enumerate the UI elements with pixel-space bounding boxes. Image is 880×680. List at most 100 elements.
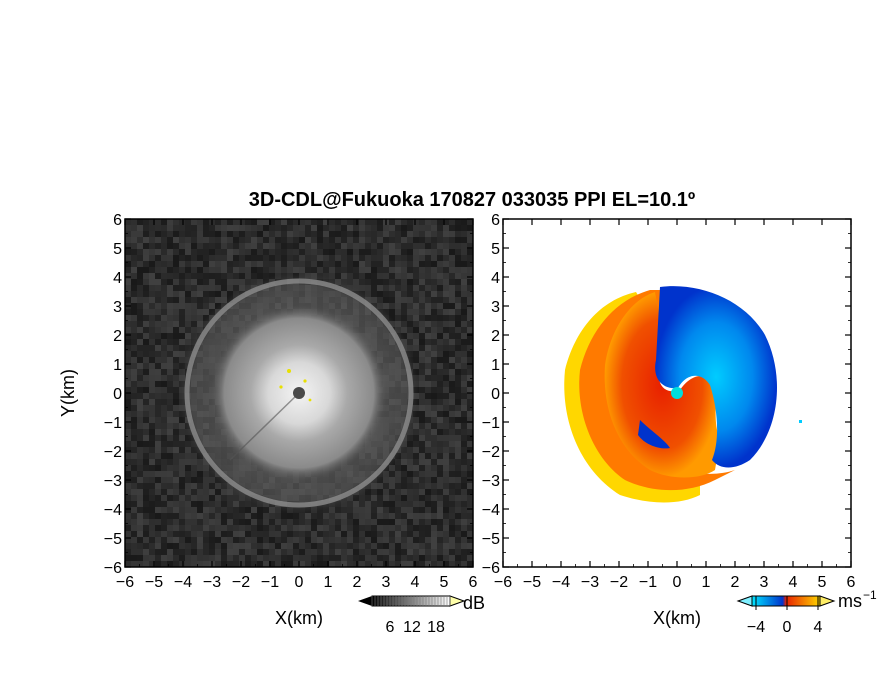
noise-cell: [149, 345, 155, 351]
noise-cell: [443, 441, 449, 447]
noise-cell: [149, 519, 155, 525]
noise-cell: [155, 513, 161, 519]
noise-cell: [251, 249, 257, 255]
noise-cell: [437, 327, 443, 333]
noise-cell: [413, 345, 419, 351]
noise-cell: [143, 219, 149, 225]
noise-cell: [185, 231, 191, 237]
noise-cell: [305, 555, 311, 561]
noise-cell: [461, 291, 467, 297]
noise-cell: [341, 531, 347, 537]
noise-cell: [341, 537, 347, 543]
noise-cell: [437, 261, 443, 267]
noise-cell: [131, 339, 137, 345]
noise-cell: [323, 549, 329, 555]
noise-cell: [167, 369, 173, 375]
noise-cell: [353, 243, 359, 249]
noise-cell: [233, 219, 239, 225]
noise-cell: [413, 429, 419, 435]
noise-cell: [455, 249, 461, 255]
noise-cell: [299, 219, 305, 225]
noise-cell: [227, 279, 233, 285]
noise-cell: [125, 279, 131, 285]
noise-cell: [233, 267, 239, 273]
noise-cell: [131, 405, 137, 411]
noise-cell: [251, 273, 257, 279]
noise-cell: [137, 357, 143, 363]
noise-cell: [461, 309, 467, 315]
noise-cell: [149, 273, 155, 279]
noise-cell: [179, 447, 185, 453]
noise-cell: [431, 243, 437, 249]
noise-cell: [203, 243, 209, 249]
noise-cell: [413, 267, 419, 273]
noise-cell: [203, 543, 209, 549]
noise-cell: [179, 219, 185, 225]
noise-cell: [461, 381, 467, 387]
noise-cell: [257, 513, 263, 519]
noise-cell: [197, 285, 203, 291]
noise-cell: [335, 537, 341, 543]
noise-cell: [407, 255, 413, 261]
noise-cell: [413, 315, 419, 321]
noise-cell: [419, 531, 425, 537]
noise-cell: [173, 273, 179, 279]
noise-cell: [221, 249, 227, 255]
noise-cell: [335, 267, 341, 273]
noise-cell: [155, 243, 161, 249]
noise-cell: [419, 459, 425, 465]
noise-cell: [251, 555, 257, 561]
noise-cell: [221, 549, 227, 555]
noise-cell: [425, 261, 431, 267]
noise-cell: [149, 381, 155, 387]
noise-cell: [293, 261, 299, 267]
noise-cell: [167, 453, 173, 459]
noise-cell: [467, 495, 473, 501]
noise-cell: [155, 537, 161, 543]
noise-cell: [371, 519, 377, 525]
noise-cell: [449, 501, 455, 507]
noise-cell: [323, 537, 329, 543]
noise-cell: [383, 225, 389, 231]
noise-cell: [425, 555, 431, 561]
noise-cell: [395, 303, 401, 309]
noise-cell: [269, 549, 275, 555]
noise-cell: [449, 411, 455, 417]
noise-cell: [443, 411, 449, 417]
noise-cell: [257, 543, 263, 549]
noise-cell: [281, 555, 287, 561]
noise-cell: [215, 561, 221, 567]
noise-cell: [407, 279, 413, 285]
noise-cell: [137, 435, 143, 441]
noise-cell: [455, 351, 461, 357]
noise-cell: [359, 255, 365, 261]
noise-cell: [455, 483, 461, 489]
noise-cell: [155, 471, 161, 477]
noise-cell: [461, 327, 467, 333]
noise-cell: [395, 321, 401, 327]
noise-cell: [227, 219, 233, 225]
noise-cell: [299, 519, 305, 525]
noise-cell: [239, 279, 245, 285]
noise-cell: [329, 273, 335, 279]
x-tick-label: −6: [116, 574, 134, 591]
noise-cell: [191, 297, 197, 303]
noise-cell: [449, 543, 455, 549]
noise-cell: [131, 315, 137, 321]
noise-cell: [299, 237, 305, 243]
noise-cell: [197, 303, 203, 309]
noise-cell: [257, 507, 263, 513]
noise-cell: [155, 453, 161, 459]
noise-cell: [173, 489, 179, 495]
noise-cell: [359, 219, 365, 225]
noise-cell: [425, 519, 431, 525]
noise-cell: [461, 399, 467, 405]
noise-cell: [431, 555, 437, 561]
db-colorbar-arrow-right: [449, 595, 466, 607]
noise-cell: [173, 411, 179, 417]
noise-cell: [203, 285, 209, 291]
noise-cell: [431, 561, 437, 567]
noise-cell: [215, 273, 221, 279]
noise-cell: [419, 297, 425, 303]
noise-cell: [347, 555, 353, 561]
